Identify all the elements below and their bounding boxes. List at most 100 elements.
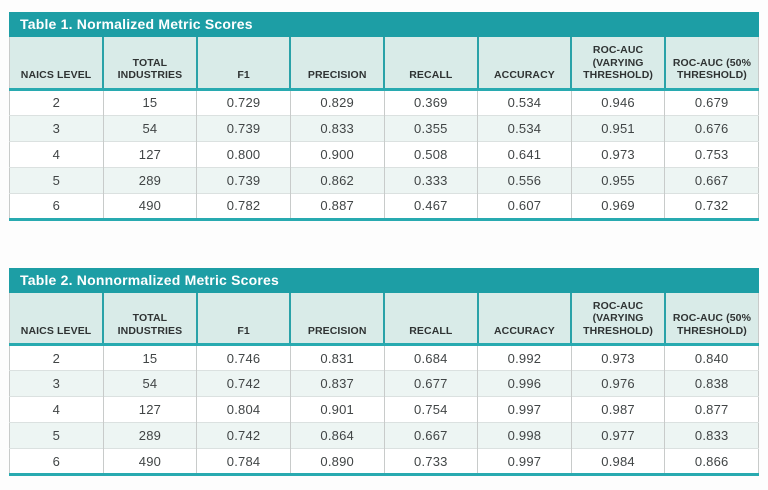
table-cell: 6 (9, 448, 104, 475)
column-header: PRECISION (289, 37, 384, 89)
table-cell: 0.784 (196, 448, 291, 475)
table-cell: 0.951 (570, 114, 665, 141)
column-header: RECALL (383, 37, 478, 89)
table-cell: 0.732 (664, 192, 759, 219)
table-cell: 289 (102, 422, 197, 449)
table-cell: 0.877 (664, 396, 759, 423)
column-header: TOTAL INDUSTRIES (102, 37, 197, 89)
table-cell: 54 (102, 114, 197, 141)
table-cell: 0.355 (383, 114, 478, 141)
table-cell: 0.733 (383, 448, 478, 475)
table-cell: 0.833 (289, 114, 384, 141)
table-cell: 0.804 (196, 396, 291, 423)
table-cell: 0.833 (664, 422, 759, 449)
table-cell: 0.973 (570, 344, 665, 371)
table-cell: 0.840 (664, 344, 759, 371)
column-header: NAICS LEVEL (9, 37, 104, 89)
table-2-title: Table 2. Nonnormalized Metric Scores (9, 267, 759, 293)
table-2-header: NAICS LEVEL TOTAL INDUSTRIES F1 PRECISION RE… (9, 292, 759, 345)
table-cell: 3 (9, 370, 104, 397)
table-cell: 0.679 (664, 89, 759, 115)
table-cell: 0.992 (477, 344, 572, 371)
column-header: ACCURACY (476, 37, 572, 89)
table-cell: 4 (9, 396, 104, 423)
table-row: 2 15 0.729 0.829 0.369 0.534 0.946 0.679 (9, 89, 759, 115)
header-row: NAICS LEVEL TOTAL INDUSTRIES F1 PRECISION RE… (9, 37, 759, 89)
table-cell: 0.746 (196, 344, 291, 371)
table-cell: 0.996 (477, 370, 572, 397)
table-cell: 0.739 (196, 114, 291, 141)
table-cell: 2 (9, 89, 104, 115)
table-cell: 0.946 (570, 89, 665, 115)
column-header: ROC-AUC (VARYING THRESHOLD) (570, 37, 665, 89)
table-cell: 0.998 (477, 422, 572, 449)
table-cell: 0.677 (383, 370, 478, 397)
table-cell: 0.976 (570, 370, 665, 397)
column-header: RECALL (383, 292, 478, 345)
table-cell: 0.864 (289, 422, 384, 449)
table-cell: 0.782 (196, 192, 291, 219)
table-1-title: Table 1. Normalized Metric Scores (9, 12, 759, 37)
table-1-body: 2 15 0.729 0.829 0.369 0.534 0.946 0.679 3 54 0.73… (9, 89, 759, 219)
table-cell: 490 (102, 448, 197, 475)
table-cell: 6 (9, 192, 104, 219)
column-header: F1 (195, 292, 291, 345)
table-cell: 0.729 (196, 89, 291, 115)
column-header: PRECISION (289, 292, 384, 345)
table-cell: 2 (9, 344, 104, 371)
column-header: TOTAL INDUSTRIES (102, 292, 197, 345)
table-row: 6 490 0.782 0.887 0.467 0.607 0.969 0.732 (9, 192, 759, 219)
table-cell: 0.534 (477, 114, 572, 141)
table-cell: 0.829 (289, 89, 384, 115)
table-cell: 0.831 (289, 344, 384, 371)
table-2-body: 2 15 0.746 0.831 0.684 0.992 0.973 0.840 3 54 0.74… (9, 344, 759, 475)
table-cell: 4 (9, 140, 104, 167)
table-cell: 0.800 (196, 140, 291, 167)
table-cell: 0.973 (570, 140, 665, 167)
table-cell: 0.955 (570, 166, 665, 193)
table-2: NAICS LEVEL TOTAL INDUSTRIES F1 PRECISION RE… (9, 292, 759, 476)
column-header: ROC-AUC (50% THRESHOLD) (663, 292, 759, 345)
table-cell: 5 (9, 166, 104, 193)
table-cell: 0.890 (289, 448, 384, 475)
table-cell: 0.667 (664, 166, 759, 193)
table-cell: 127 (102, 396, 197, 423)
table-cell: 54 (102, 370, 197, 397)
table-cell: 0.753 (664, 140, 759, 167)
table-cell: 0.742 (196, 422, 291, 449)
table-cell: 15 (102, 89, 197, 115)
table-cell: 0.838 (664, 370, 759, 397)
table-1-block: Table 1. Normalized Metric Scores NAICS … (9, 12, 759, 221)
table-cell: 0.534 (477, 89, 572, 115)
table-cell: 127 (102, 140, 197, 167)
table-row: 6 490 0.784 0.890 0.733 0.997 0.984 0.866 (9, 448, 759, 475)
table-row: 3 54 0.742 0.837 0.677 0.996 0.976 0.838 (9, 370, 759, 397)
table-1-header: NAICS LEVEL TOTAL INDUSTRIES F1 PRECISION RE… (9, 37, 759, 89)
column-header: NAICS LEVEL (9, 292, 104, 345)
table-cell: 0.467 (383, 192, 478, 219)
table-cell: 0.676 (664, 114, 759, 141)
table-cell: 0.739 (196, 166, 291, 193)
table-cell: 3 (9, 114, 104, 141)
table-cell: 0.997 (477, 448, 572, 475)
table-cell: 0.887 (289, 192, 384, 219)
table-cell: 5 (9, 422, 104, 449)
column-header: F1 (195, 37, 291, 89)
table-cell: 0.837 (289, 370, 384, 397)
table-1: NAICS LEVEL TOTAL INDUSTRIES F1 PRECISION RE… (9, 37, 759, 221)
header-row: NAICS LEVEL TOTAL INDUSTRIES F1 PRECISION RE… (9, 292, 759, 345)
column-header: ACCURACY (476, 292, 572, 345)
table-cell: 0.508 (383, 140, 478, 167)
table-cell: 0.866 (664, 448, 759, 475)
table-cell: 0.997 (477, 396, 572, 423)
table-row: 2 15 0.746 0.831 0.684 0.992 0.973 0.840 (9, 344, 759, 371)
table-cell: 0.754 (383, 396, 478, 423)
table-cell: 0.684 (383, 344, 478, 371)
table-cell: 0.742 (196, 370, 291, 397)
table-row: 5 289 0.739 0.862 0.333 0.556 0.955 0.667 (9, 166, 759, 193)
column-header: ROC-AUC (50% THRESHOLD) (663, 37, 759, 89)
table-row: 3 54 0.739 0.833 0.355 0.534 0.951 0.676 (9, 114, 759, 141)
table-2-block: Table 2. Nonnormalized Metric Scores NAI… (9, 267, 759, 476)
table-cell: 0.667 (383, 422, 478, 449)
